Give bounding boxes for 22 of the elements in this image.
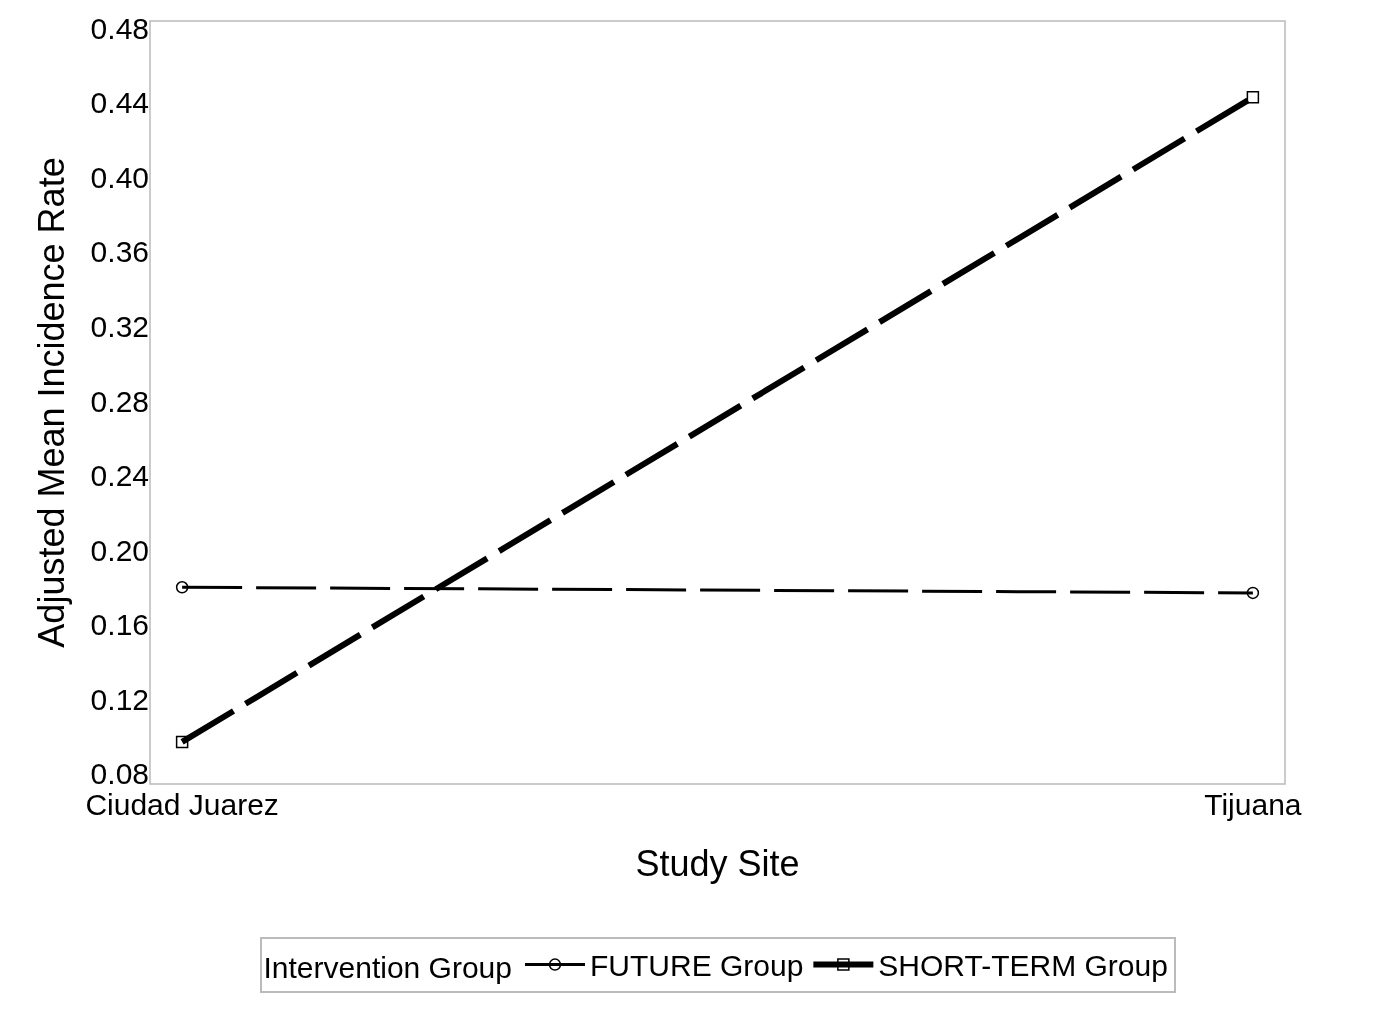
point <box>175 735 189 749</box>
x-tick-label: Tijuana <box>1204 788 1302 821</box>
y-tick-label: 0.20 <box>90 533 149 567</box>
legend-label: SHORT-TERM Group <box>878 949 1168 983</box>
y-tick-label: 0.24 <box>90 459 149 493</box>
y-tick-label: 0.44 <box>90 86 149 120</box>
point <box>1246 91 1260 104</box>
point <box>175 581 189 594</box>
y-tick-label: 0.28 <box>90 384 149 418</box>
y-tick-label: 0.12 <box>90 682 149 716</box>
legend-title: Intervention Group <box>263 950 512 984</box>
y-tick-label: 0.32 <box>90 310 149 343</box>
x-tick-label: Ciudad Juarez <box>85 788 279 821</box>
y-axis-title: Adjusted Mean Incidence Rate <box>30 157 72 648</box>
point <box>1246 586 1260 600</box>
y-tick-label: 0.16 <box>90 608 149 642</box>
y-tick-label: 0.48 <box>90 11 149 45</box>
x-axis-title: Study Site <box>635 842 800 884</box>
y-tick-label: 0.08 <box>90 757 149 791</box>
y-tick-label: 0.36 <box>90 235 149 269</box>
legend-label: FUTURE Group <box>589 949 804 983</box>
y-tick-label: 0.40 <box>90 160 149 194</box>
